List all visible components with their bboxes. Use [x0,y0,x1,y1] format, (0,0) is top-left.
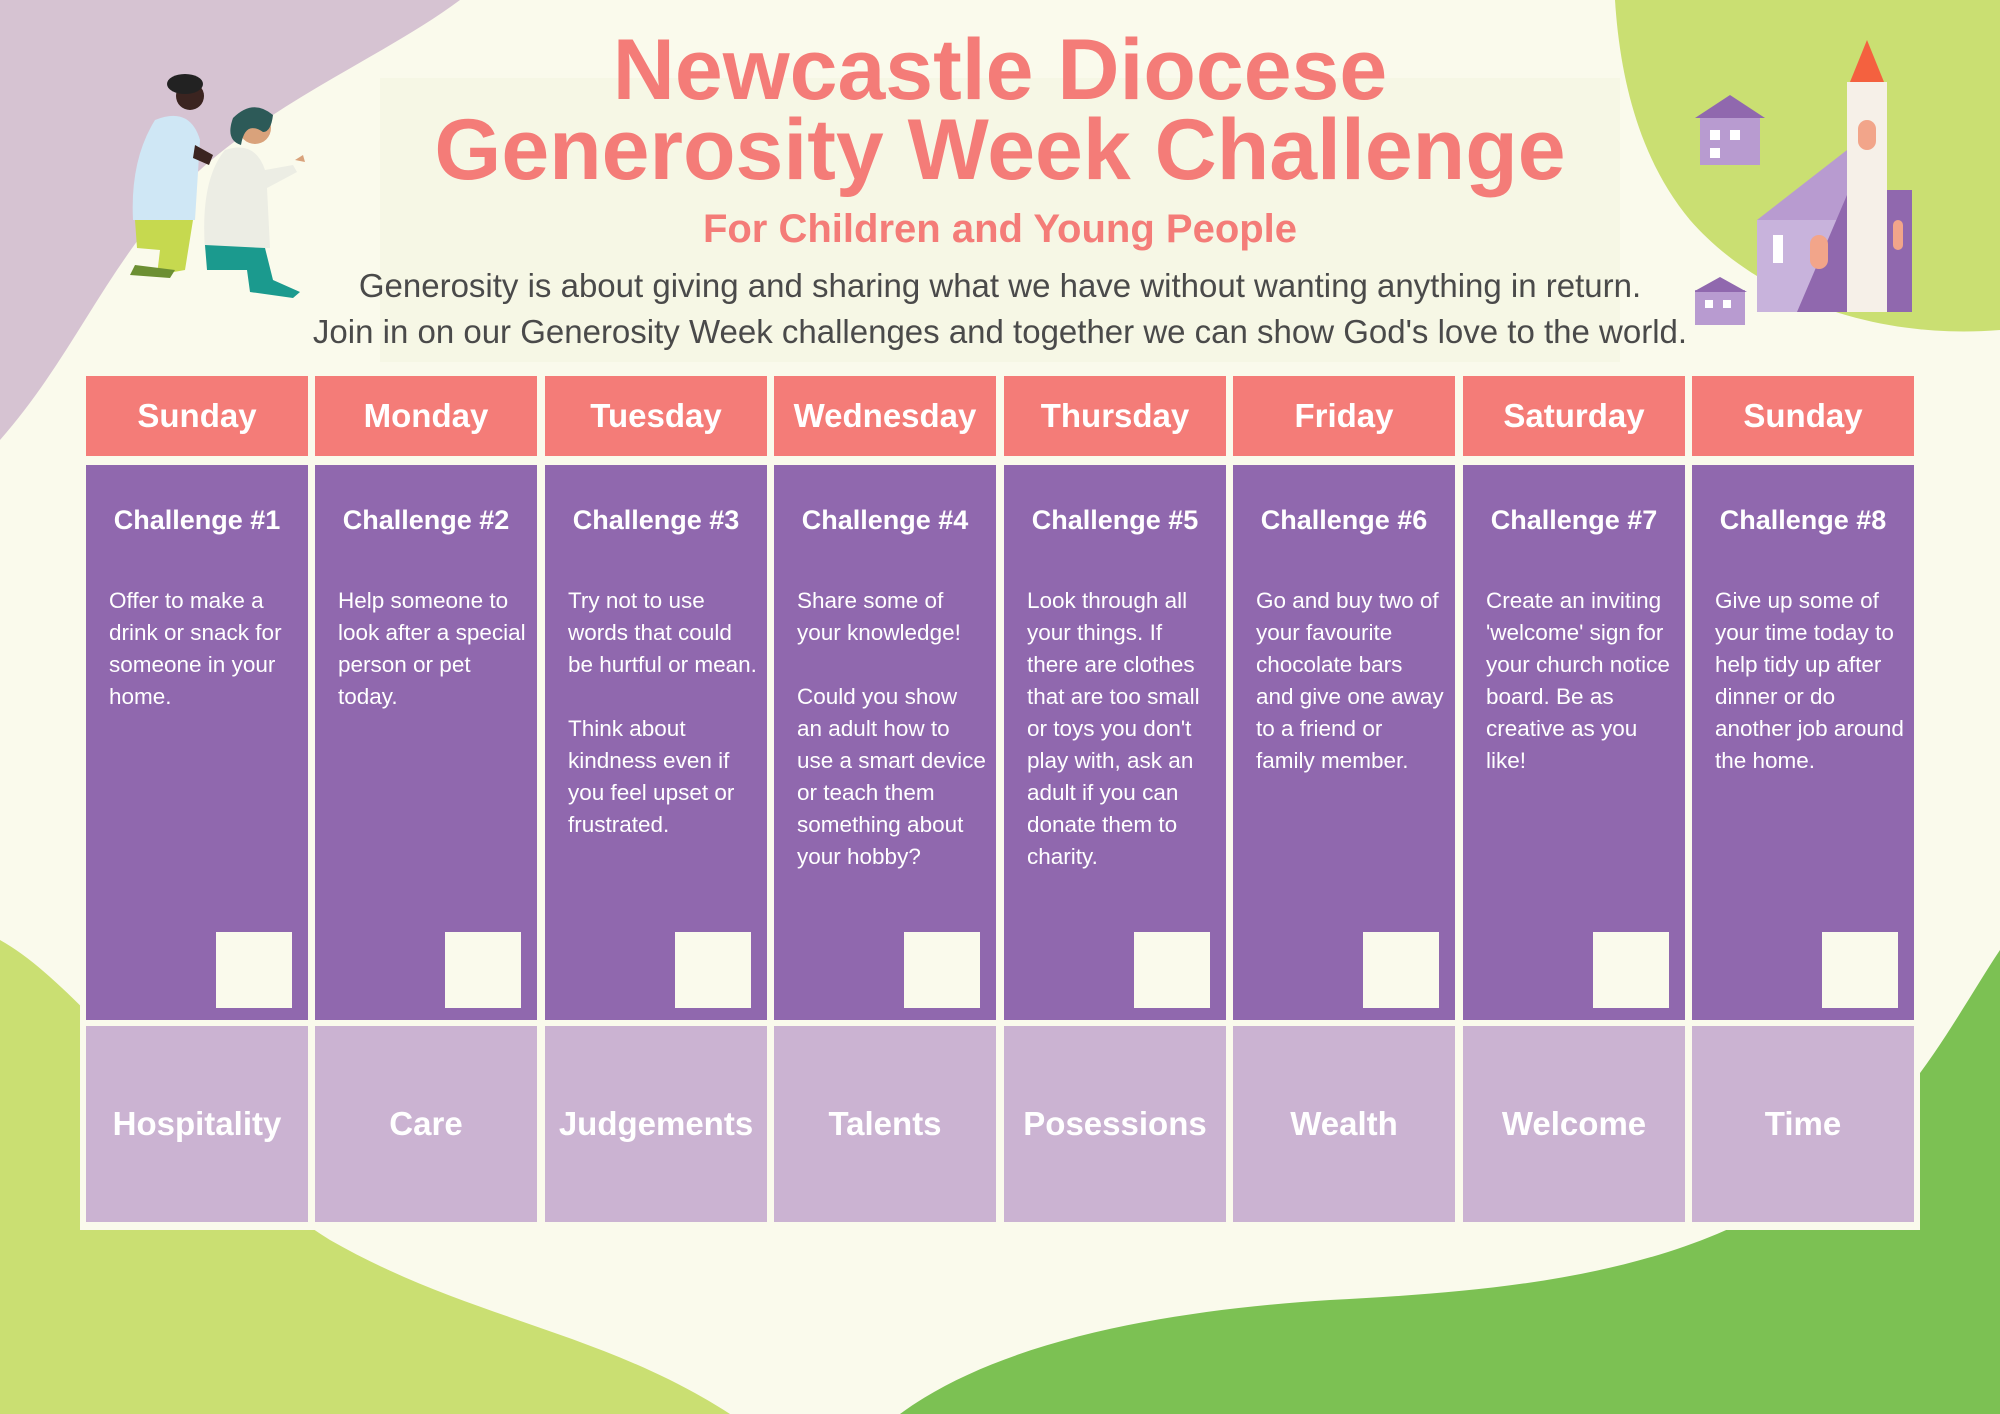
challenge-card: Challenge #4 Share some of your knowledg… [774,465,996,1020]
day-column: Sunday Challenge #8 Give up some of your… [1692,372,1914,1230]
day-column: Friday Challenge #6 Go and buy two of yo… [1233,372,1455,1230]
lilac-blob [0,0,460,440]
page-title-line2: Generosity Week Challenge [434,102,1566,198]
day-header: Wednesday [774,376,996,456]
day-header: Friday [1233,376,1455,456]
day-header: Thursday [1004,376,1226,456]
challenge-number: Challenge #5 [1031,505,1199,535]
challenge-text: Go and buy two of your favourite chocola… [1256,588,1444,773]
completion-checkbox[interactable] [1822,932,1898,1008]
day-column: Monday Challenge #2 Help someone to look… [315,372,537,1230]
day-column: Saturday Challenge #7 Create an inviting… [1463,372,1685,1230]
day-header: Tuesday [545,376,767,456]
challenge-text: Share some of your knowledge! Could you … [797,588,986,869]
day-header: Saturday [1463,376,1685,456]
completion-checkbox[interactable] [675,932,751,1008]
challenge-card: Challenge #2 Help someone to look after … [315,465,537,1020]
challenge-card: Challenge #7 Create an inviting 'welcome… [1463,465,1685,1020]
day-header: Sunday [86,376,308,456]
theme-label: Judgements [545,1026,767,1222]
day-column: Thursday Challenge #5 Look through all y… [1004,372,1226,1230]
challenge-grid: Sunday Challenge #1 Offer to make a drin… [80,372,1920,1230]
challenge-card: Challenge #1 Offer to make a drink or sn… [86,465,308,1020]
challenge-number: Challenge #6 [1260,505,1428,535]
page-subtitle: For Children and Young People [702,207,1298,251]
theme-label: Hospitality [86,1026,308,1222]
challenge-card: Challenge #5 Look through all your thing… [1004,465,1226,1020]
day-column: Sunday Challenge #1 Offer to make a drin… [86,372,308,1230]
completion-checkbox[interactable] [1363,932,1439,1008]
page-title-line1: Newcastle Diocese [612,22,1388,118]
challenge-text: Create an inviting 'welcome' sign for yo… [1486,588,1670,773]
church-illustration [1695,40,1912,325]
completion-checkbox[interactable] [904,932,980,1008]
intro-line1: Generosity is about giving and sharing w… [358,267,1642,304]
intro-line2: Join in on our Generosity Week challenge… [312,313,1688,350]
completion-checkbox[interactable] [1134,932,1210,1008]
completion-checkbox[interactable] [1593,932,1669,1008]
challenge-card: Challenge #3 Try not to use words that c… [545,465,767,1020]
theme-label: Care [315,1026,537,1222]
challenge-number: Challenge #8 [1719,505,1887,535]
challenge-text: Give up some of your time today to help … [1715,588,1904,773]
theme-label: Welcome [1463,1026,1685,1222]
challenge-number: Challenge #4 [801,505,969,535]
day-header: Sunday [1692,376,1914,456]
day-column: Tuesday Challenge #3 Try not to use word… [545,372,767,1230]
lime-blob-bottom [0,940,730,1414]
completion-checkbox[interactable] [216,932,292,1008]
challenge-text: Try not to use words that could be hurtf… [568,588,757,837]
theme-label: Posessions [1004,1026,1226,1222]
challenge-text: Offer to make a drink or snack for someo… [109,588,282,709]
challenge-number: Challenge #7 [1490,505,1658,535]
praying-people-illustration [130,74,305,298]
green-blob-bottom [900,950,2000,1414]
theme-label: Wealth [1233,1026,1455,1222]
challenge-card: Challenge #8 Give up some of your time t… [1692,465,1914,1020]
challenge-text: Help someone to look after a special per… [338,588,526,709]
completion-checkbox[interactable] [445,932,521,1008]
challenge-number: Challenge #2 [342,505,510,535]
day-column: Wednesday Challenge #4 Share some of you… [774,372,996,1230]
challenge-number: Challenge #1 [113,505,281,535]
challenge-card: Challenge #6 Go and buy two of your favo… [1233,465,1455,1020]
day-header: Monday [315,376,537,456]
challenge-number: Challenge #3 [572,505,740,535]
theme-label: Time [1692,1026,1914,1222]
theme-label: Talents [774,1026,996,1222]
challenge-text: Look through all your things. If there a… [1027,588,1200,869]
